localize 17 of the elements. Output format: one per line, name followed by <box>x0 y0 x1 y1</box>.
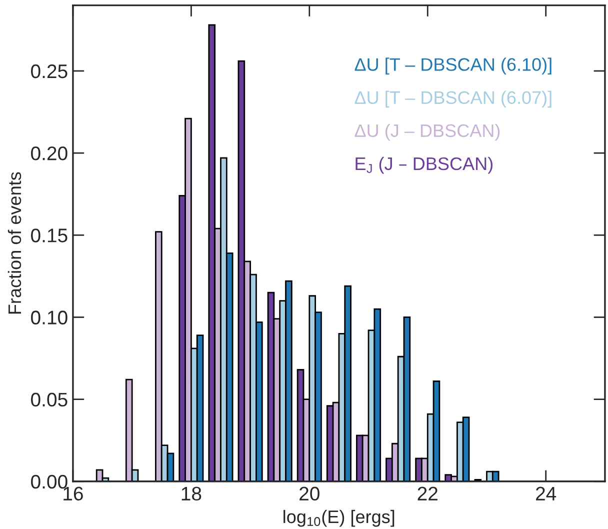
y-tick-label: 0.15 <box>31 228 68 242</box>
text: ΔU [T – DBSCAN (6.07)] <box>354 90 552 108</box>
text: E$_{J}$ (J – DBSCAN) <box>356 156 492 174</box>
y-tick-label: 0.25 <box>31 64 68 78</box>
y-tick-label: 0.05 <box>31 392 68 407</box>
x-tick-label: 20 <box>300 486 320 501</box>
y-tick-label: 0.10 <box>31 310 68 324</box>
y-tick-label: 0.20 <box>31 146 68 160</box>
text: ΔU (J – DBSCAN) <box>354 124 500 141</box>
x-tick-label: 18 <box>182 486 202 501</box>
text: ΔU [T – DBSCAN (6.10)] <box>354 58 552 74</box>
x-tick-label: 22 <box>418 486 438 500</box>
x-axis-title: log$_{10}$(E) [ergs] <box>284 510 394 527</box>
x-tick-label: 16 <box>64 486 83 501</box>
x-tick-label: 24 <box>536 486 556 500</box>
y-tick-label: 0.00 <box>31 474 68 489</box>
y-axis-title: Fraction of events <box>8 172 22 314</box>
